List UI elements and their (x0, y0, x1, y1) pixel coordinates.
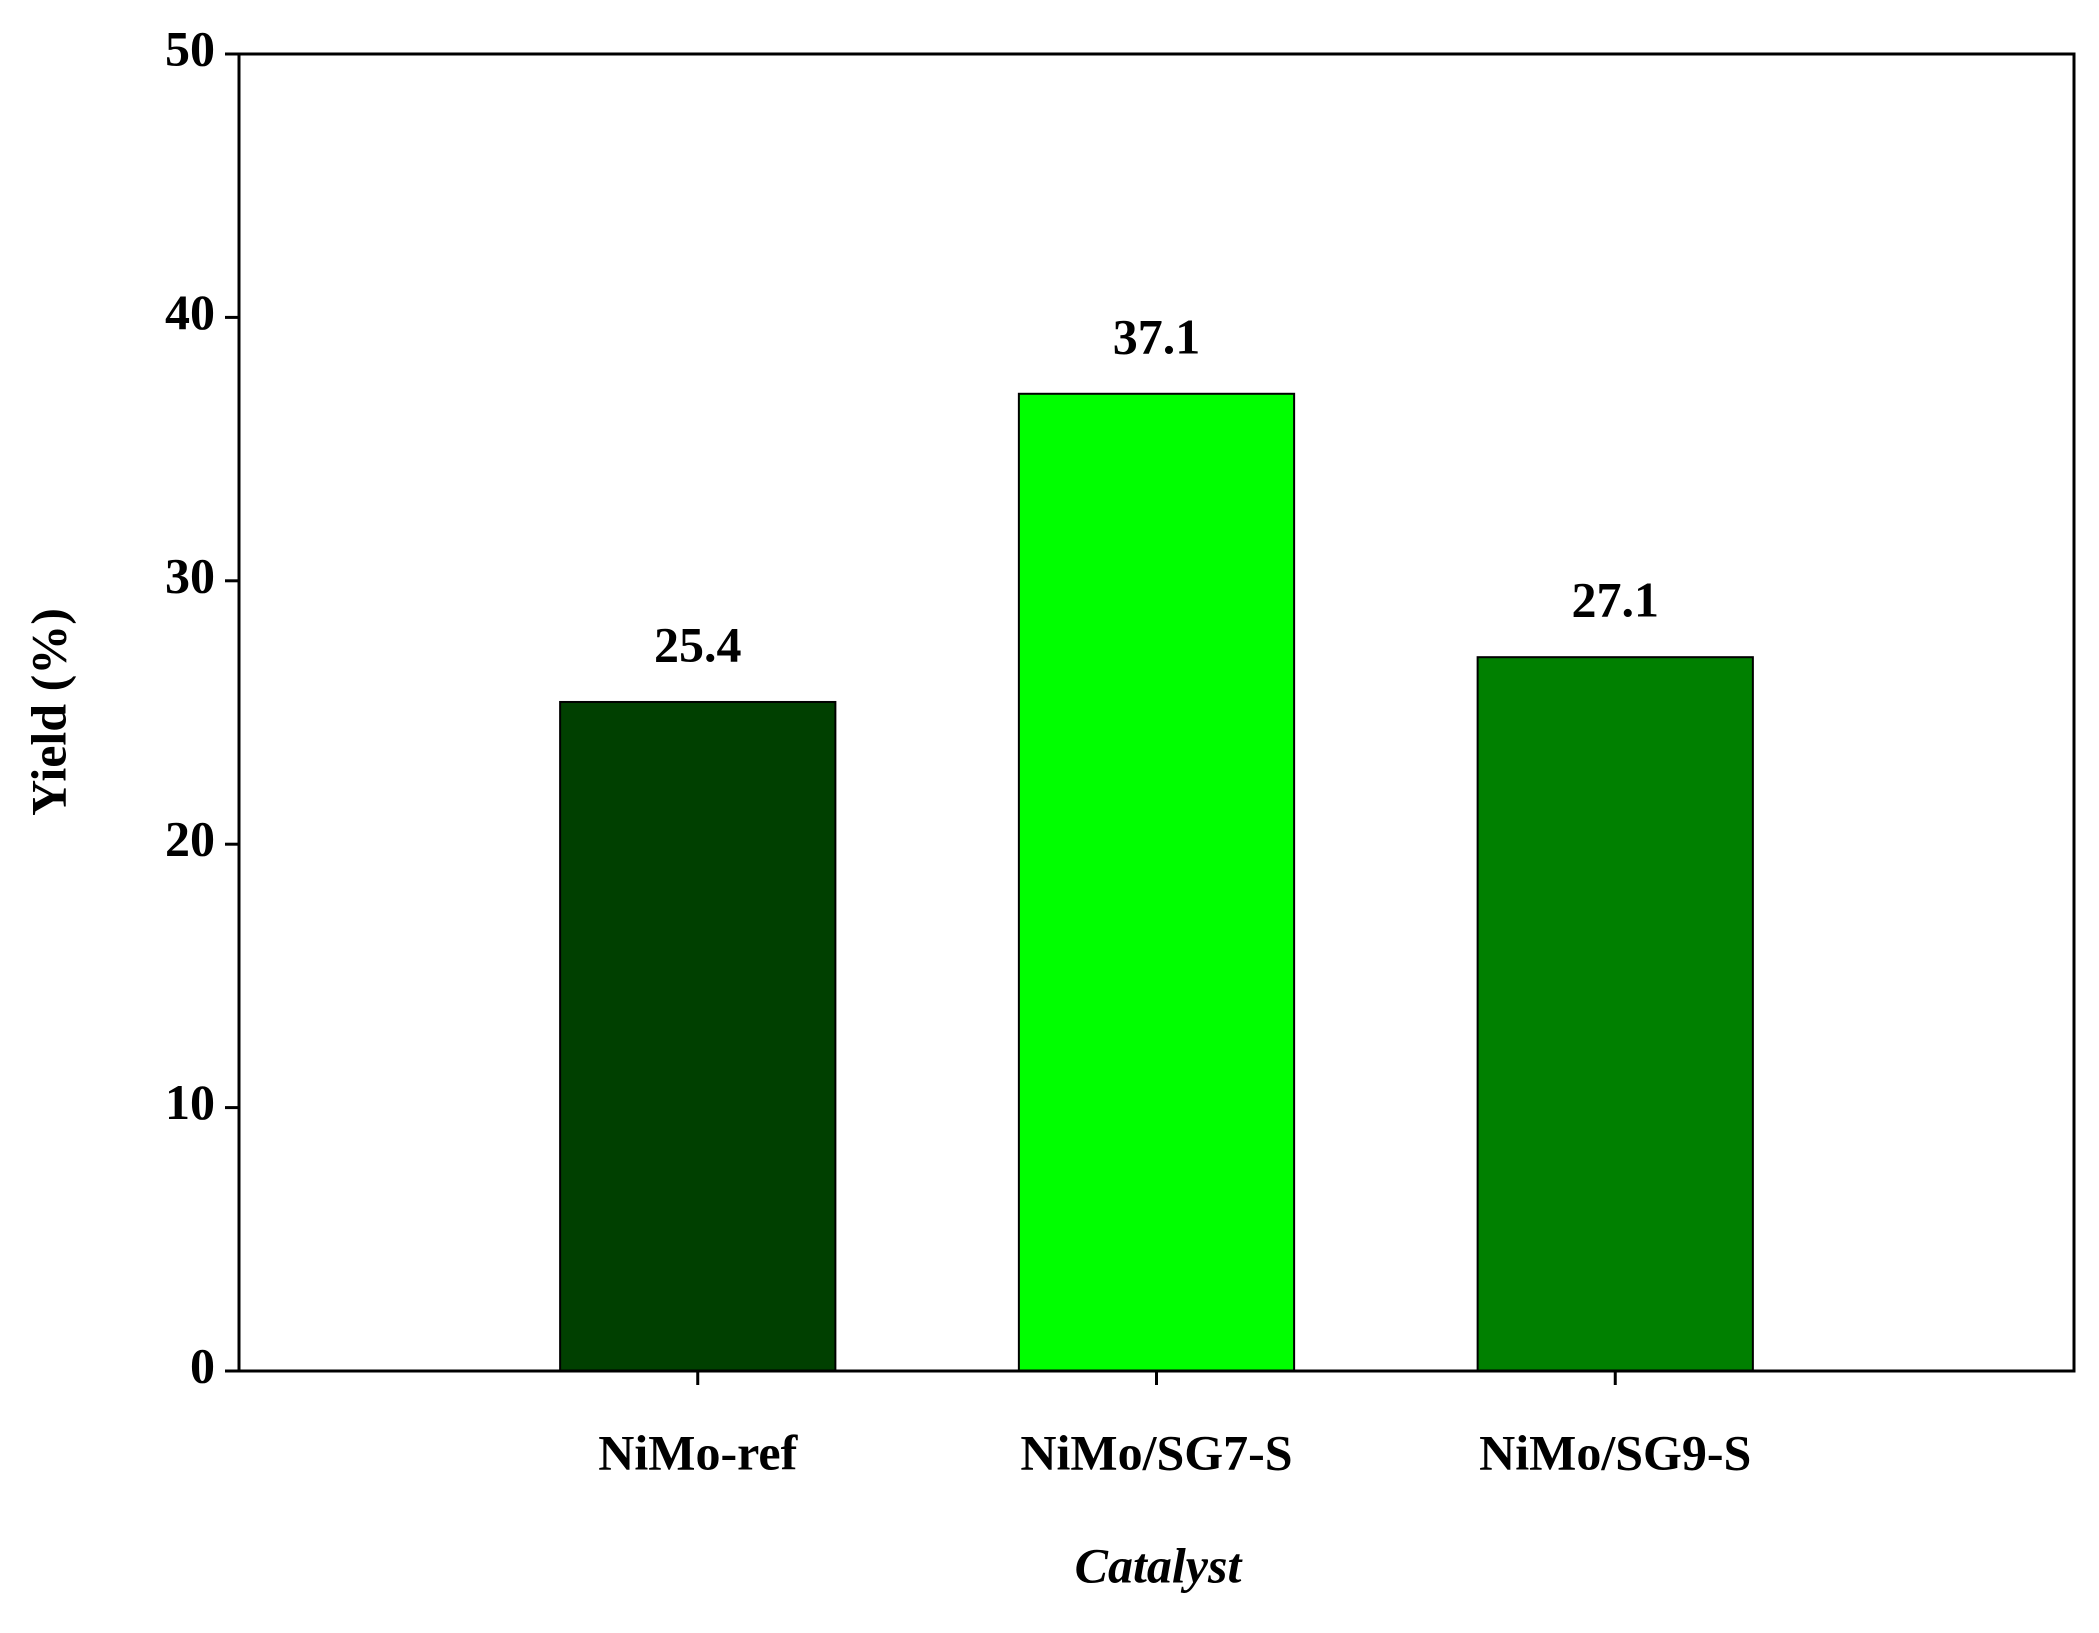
x-axis-label: Catalyst (1075, 1537, 1244, 1593)
bar (1476, 656, 1754, 1372)
x-tick-label: NiMo/SG9-S (1479, 1424, 1751, 1480)
y-axis-label: Yield (%) (20, 608, 76, 816)
y-tick-label: 30 (165, 547, 215, 603)
y-tick-label: 20 (165, 811, 215, 867)
y-tick-label: 0 (190, 1337, 215, 1393)
value-label: 37.1 (1113, 308, 1201, 364)
plot-frame (237, 52, 2076, 1373)
x-tick-label: NiMo-ref (598, 1424, 798, 1480)
value-label: 27.1 (1572, 572, 1660, 628)
value-label: 25.4 (654, 616, 742, 672)
y-tick-label: 50 (165, 20, 215, 76)
bar (559, 700, 837, 1372)
y-tick-label: 10 (165, 1074, 215, 1130)
y-tick-label: 40 (165, 284, 215, 340)
bar (1017, 392, 1296, 1372)
x-tick-label: NiMo/SG7-S (1020, 1424, 1292, 1480)
